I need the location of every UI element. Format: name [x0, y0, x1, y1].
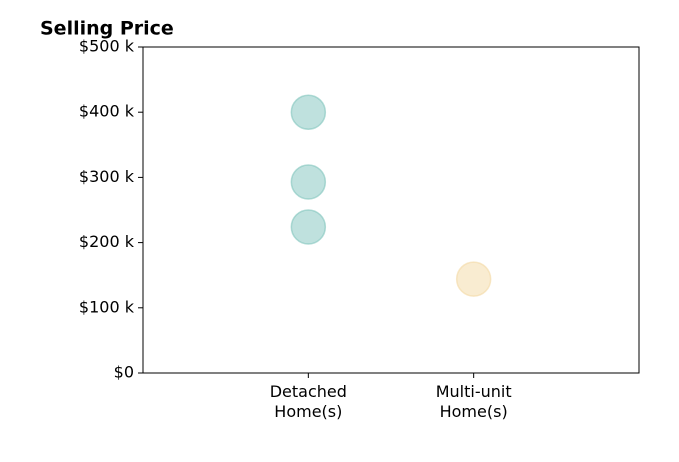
plot-frame: [142, 46, 640, 374]
x-tick-label: Detached Home(s): [269, 382, 347, 421]
point: [290, 209, 327, 245]
x-tick-label: Multi-unit Home(s): [435, 382, 512, 421]
y-tick-label: $100 k: [79, 297, 135, 316]
point: [290, 94, 327, 130]
y-tick-label: $0: [114, 363, 134, 382]
y-tick-label: $400 k: [79, 102, 135, 121]
point: [290, 164, 327, 200]
y-tick-label: $300 k: [79, 167, 135, 186]
point: [455, 261, 492, 297]
y-tick-label: $200 k: [79, 232, 135, 251]
y-tick-label: $500 k: [79, 37, 135, 56]
chart-title: Selling Price: [40, 18, 174, 40]
